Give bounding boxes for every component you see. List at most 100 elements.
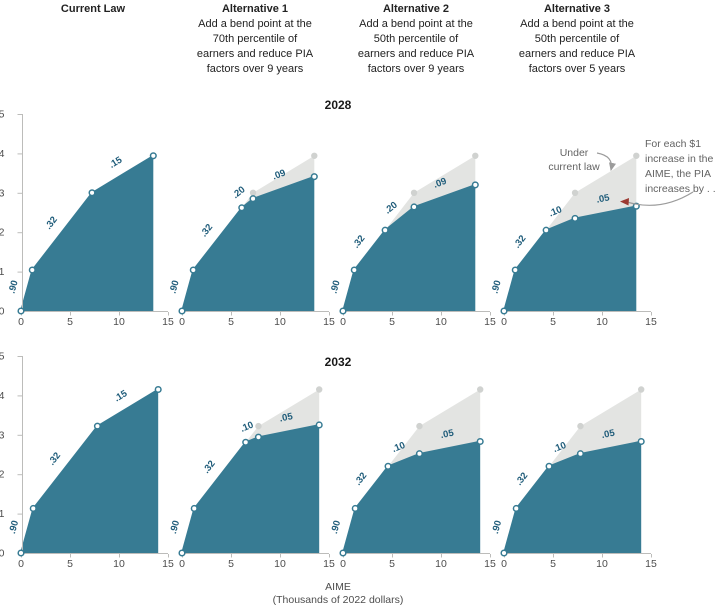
- x-tick-label: 15: [645, 316, 657, 328]
- annotations: Under current law For each $1 increase in t…: [548, 138, 719, 206]
- x-axis: [504, 553, 652, 558]
- bend-point-marker: [410, 203, 418, 211]
- bend-point-marker: [249, 195, 257, 203]
- column-description: Add a bend point at the 50th percentile …: [357, 18, 475, 75]
- bend-point-marker: [310, 173, 318, 181]
- bend-point-marker: [637, 437, 645, 446]
- chart-2028-current-law: 0 1 2 3 4 5 0 5 10 15 .90 .32 .15: [0, 109, 174, 329]
- x-tick-label: 0: [179, 558, 185, 570]
- current-law-overlay: [388, 386, 484, 467]
- pia-factor-label: .90: [490, 519, 504, 535]
- y-tick-label: 2: [0, 227, 5, 239]
- pia-curve: [503, 440, 642, 554]
- pia-factor-label: .32: [198, 222, 215, 239]
- x-tick-label: 5: [550, 558, 556, 570]
- y-tick-label: 4: [0, 148, 5, 160]
- pia-factor-label: .32: [46, 450, 63, 467]
- x-tick-label: 10: [435, 316, 447, 328]
- y-tick-label: 2: [0, 469, 5, 481]
- bend-point-marker: [512, 504, 520, 513]
- pia-factor-label: .15: [107, 154, 125, 171]
- bend-point-marker: [28, 266, 36, 274]
- pia-factor-label: .10: [552, 440, 568, 455]
- bend-point-marker: [576, 450, 584, 458]
- bend-point-marker: [29, 504, 37, 513]
- chart-2032-current-law: 0 1 2 3 4 5 0 5 10 15 .90 .32 .15: [0, 351, 174, 571]
- x-tick-label: 5: [389, 558, 395, 570]
- pia-curve: [20, 388, 159, 554]
- x-tick-label: 10: [596, 316, 608, 328]
- current-law-marker: [638, 386, 645, 393]
- current-law-marker: [316, 386, 323, 393]
- bend-point-marker: [500, 549, 508, 557]
- y-tick-label: 0: [0, 548, 5, 560]
- y-tick-label: 3: [0, 187, 5, 199]
- x-axis: [343, 311, 491, 316]
- for-each-dollar-arrow: [626, 191, 694, 206]
- x-tick-label: 15: [645, 558, 657, 570]
- x-tick-label: 15: [162, 558, 174, 570]
- pia-factor-label: .20: [383, 200, 400, 217]
- y-axis: 0 1 2 3 4 5: [0, 351, 23, 560]
- chart-2028-alternative-2: 0 5 10 15 .90 .32 .20 .09: [329, 152, 496, 328]
- bend-point-marker: [17, 549, 25, 557]
- x-axis-title: AIME: [325, 581, 351, 593]
- under-current-law-arrow: [596, 152, 617, 172]
- x-tick-label: 10: [113, 558, 125, 570]
- pia-factor-label: .15: [112, 388, 130, 405]
- y-tick-label: 1: [0, 266, 5, 278]
- chart-2028-alternative-1: 0 5 10 15 .90 .32 .20 .09: [168, 152, 335, 328]
- pia-factor-label: .90: [490, 279, 504, 295]
- x-tick-label: 5: [67, 316, 73, 328]
- pia-curve: [181, 175, 315, 312]
- current-law-marker: [416, 422, 423, 430]
- bend-point-marker: [88, 189, 96, 197]
- column-header-alternative-1: Alternative 1 Add a bend point at the 70…: [173, 2, 337, 77]
- current-law-marker: [311, 152, 318, 159]
- current-law-overlay: [241, 152, 318, 208]
- x-axis: [343, 553, 491, 558]
- pia-factor-label: .10: [239, 420, 255, 435]
- pia-factor-label: .32: [43, 215, 60, 232]
- current-law-marker: [571, 189, 579, 196]
- bend-point-marker: [339, 307, 347, 315]
- x-tick-label: 15: [323, 316, 335, 328]
- x-tick-label: 15: [162, 316, 174, 328]
- x-axis-subtitle: (Thousands of 2022 dollars): [272, 594, 404, 606]
- x-tick-label: 0: [501, 558, 507, 570]
- column-description: Add a bend point at the 70th percentile …: [196, 18, 314, 75]
- pia-factor-label: .32: [201, 459, 218, 476]
- pia-factor-label: .10: [547, 204, 563, 219]
- pia-factor-label: .05: [440, 428, 456, 442]
- x-axis: [182, 553, 330, 558]
- x-tick-label: 5: [228, 316, 234, 328]
- x-axis: [21, 311, 169, 316]
- x-tick-label: 5: [228, 558, 234, 570]
- pia-factor-label: .90: [329, 519, 343, 535]
- pia-factor-label: .10: [391, 440, 407, 455]
- x-axis: [504, 311, 652, 316]
- bend-point-marker: [178, 549, 186, 557]
- row-title-2028: 2028: [324, 98, 352, 112]
- current-law-marker: [472, 152, 479, 159]
- pia-curve: [342, 440, 481, 554]
- y-tick-label: 5: [0, 351, 5, 363]
- current-law-overlay: [245, 386, 323, 443]
- pia-factor-label: .09: [432, 176, 448, 191]
- current-law-marker: [633, 152, 640, 159]
- x-tick-label: 15: [484, 558, 496, 570]
- x-tick-label: 0: [18, 316, 24, 328]
- current-law-marker: [255, 422, 262, 430]
- pia-factor-label: .32: [351, 233, 368, 250]
- pia-factor-label: .05: [279, 411, 295, 425]
- pia-factor-label: .05: [601, 428, 617, 442]
- x-tick-label: 0: [179, 316, 185, 328]
- column-header-current-law: Current Law: [11, 2, 175, 17]
- bend-point-marker: [545, 462, 553, 470]
- column-description: Add a bend point at the 50th percentile …: [518, 18, 636, 75]
- bend-point-marker: [238, 204, 246, 212]
- bend-point-marker: [242, 438, 250, 446]
- pia-factor-label: .05: [595, 192, 611, 206]
- x-tick-label: 10: [274, 316, 286, 328]
- bend-point-marker: [350, 266, 358, 274]
